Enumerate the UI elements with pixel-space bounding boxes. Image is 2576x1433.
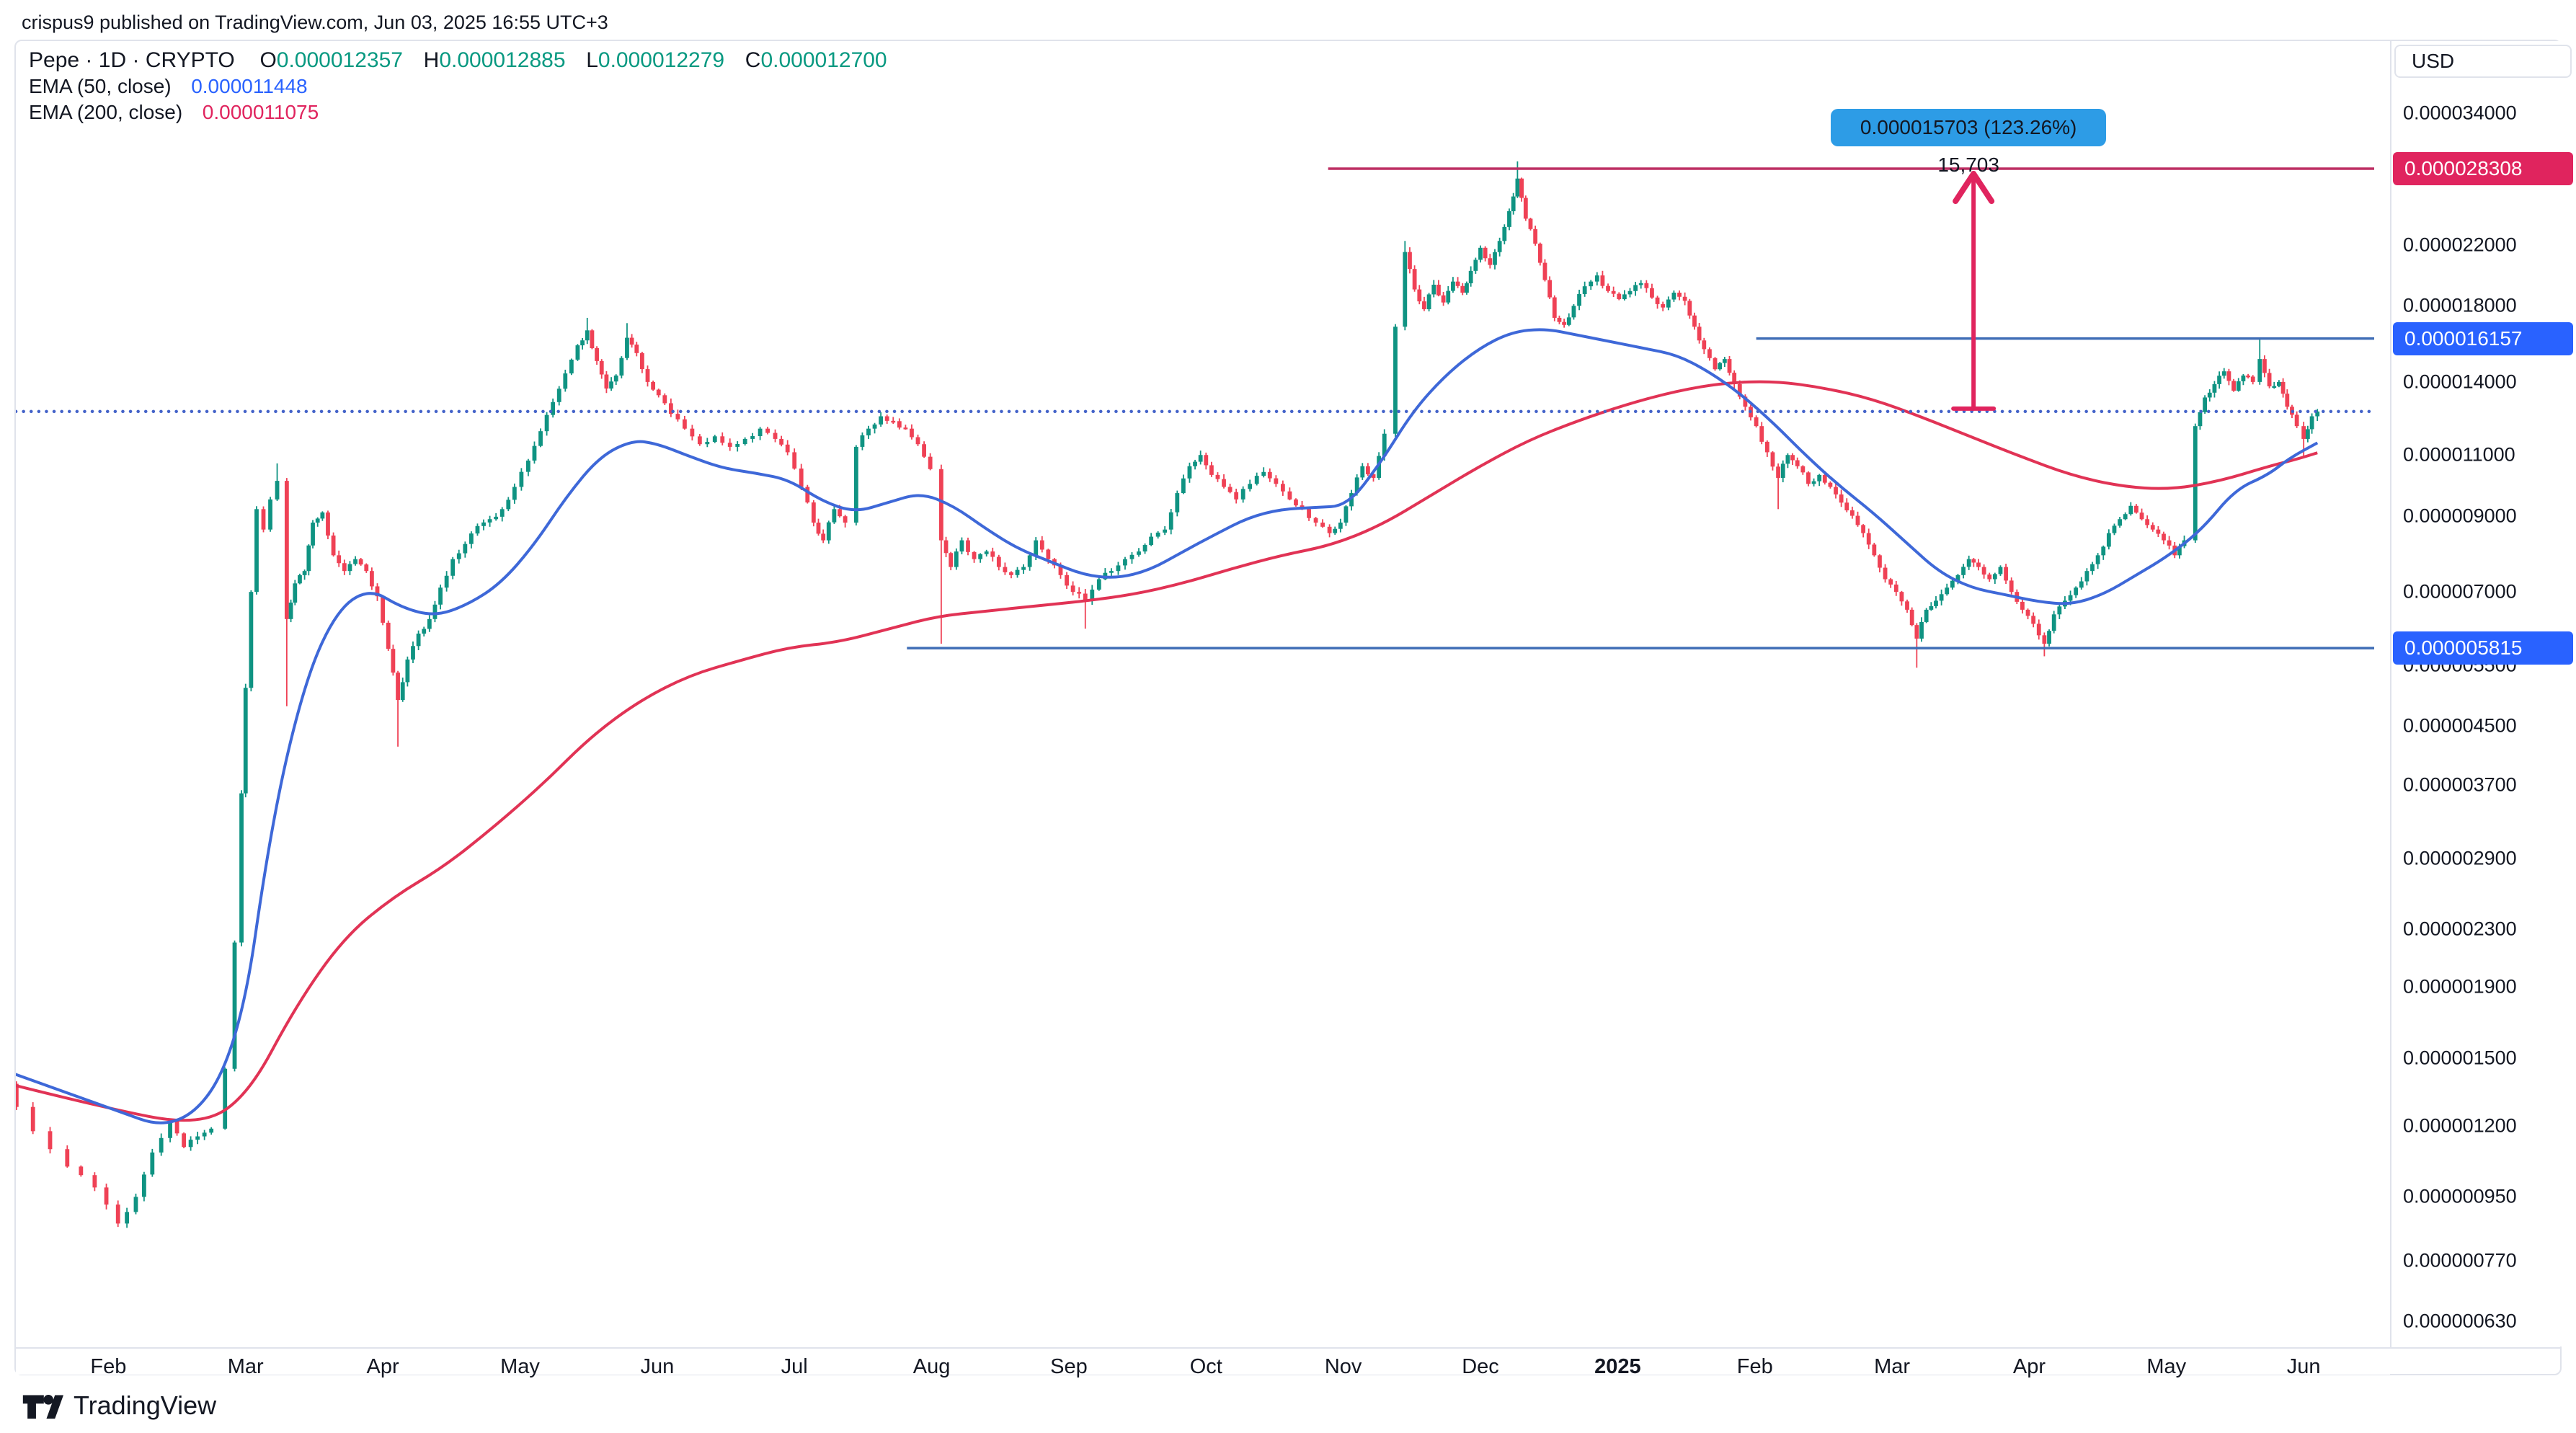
price-tick-label: 0.000002300 (2403, 918, 2517, 940)
price-level-badge[interactable]: 0.000016157 (2393, 321, 2573, 355)
currency-toggle-button[interactable]: USD (2394, 45, 2572, 78)
time-axis[interactable] (16, 1349, 2390, 1375)
ohlc-high-value: 0.000012885 (439, 48, 566, 72)
price-tick-label: 0.000034000 (2403, 102, 2517, 124)
ema200-label: EMA (200, close) (29, 101, 183, 123)
price-tick-label: 0.000018000 (2403, 294, 2517, 316)
price-level-badge[interactable]: 0.000028308 (2393, 152, 2573, 185)
time-tick-label: May (500, 1355, 540, 1378)
symbol-name: Pepe (29, 48, 80, 72)
time-tick-label: Feb (90, 1355, 127, 1378)
ohlc-open-value: 0.000012357 (276, 48, 403, 72)
ohlc-low-key: L (586, 48, 598, 72)
ema200-line[interactable] (16, 380, 2318, 1122)
chart-legend: Pepe · 1D · CRYPTO O0.000012357 H0.00001… (29, 48, 887, 125)
legend-ema200-row[interactable]: EMA (200, close) 0.000011075 (29, 99, 887, 125)
ema200-value: 0.000011075 (202, 101, 319, 123)
price-tick-label: 0.000022000 (2403, 234, 2517, 256)
symbol-exchange: CRYPTO (145, 48, 235, 72)
ema50-value: 0.000011448 (191, 75, 308, 97)
attribution-text: crispus9 published on TradingView.com, J… (22, 12, 608, 33)
time-tick-label: Apr (2012, 1355, 2046, 1378)
price-tick-label: 0.000002900 (2403, 847, 2517, 869)
time-tick-label: May (2146, 1355, 2187, 1378)
tradingview-logo-icon (22, 1395, 63, 1419)
price-axis[interactable] (2391, 41, 2576, 1347)
time-tick-label: Jun (640, 1355, 675, 1378)
time-tick-label: Sep (1050, 1355, 1088, 1378)
time-tick-label: Feb (1736, 1355, 1773, 1378)
time-tick-label: Jun (2286, 1355, 2321, 1378)
price-tick-label: 0.000011000 (2403, 443, 2515, 466)
price-tick-label: 0.000009000 (2403, 505, 2517, 527)
ohlc-close-value: 0.000012700 (760, 48, 887, 72)
price-tick-label: 0.000004500 (2403, 714, 2517, 737)
measure-tool-label[interactable]: 0.000015703 (123.26%) 15,703 (1831, 109, 2107, 176)
symbol-timeframe: 1D (98, 48, 127, 72)
price-tick-label: 0.000000630 (2403, 1310, 2517, 1332)
tradingview-footer[interactable]: TradingView (22, 1385, 216, 1426)
measure-arrow[interactable] (1951, 171, 1997, 411)
legend-ema50-row[interactable]: EMA (50, close) 0.000011448 (29, 74, 887, 99)
time-tick-label: 2025 (1594, 1355, 1641, 1378)
price-tick-label: 0.000001900 (2403, 975, 2517, 998)
time-tick-label: Apr (366, 1355, 399, 1378)
time-tick-label: Oct (1189, 1355, 1222, 1378)
ohlc-close-key: C (745, 48, 761, 72)
time-axis-separator (16, 1347, 2560, 1349)
price-tick-label: 0.000007000 (2403, 580, 2517, 603)
time-tick-label: Mar (227, 1355, 264, 1378)
ohlc-low-value: 0.000012279 (598, 48, 725, 72)
chart-plot-area[interactable] (16, 41, 2374, 1347)
price-axis-separator (2390, 41, 2391, 1347)
price-tick-label: 0.000001200 (2403, 1114, 2517, 1137)
ema50-label: EMA (50, close) (29, 75, 172, 97)
chart-widget-card (14, 40, 2562, 1375)
tradingview-wordmark: TradingView (74, 1390, 217, 1420)
ohlc-open-key: O (259, 48, 277, 72)
time-tick-label: Mar (1874, 1355, 1911, 1378)
price-tick-label: 0.000014000 (2403, 371, 2517, 393)
time-tick-label: Nov (1324, 1355, 1362, 1378)
price-tick-label: 0.000000950 (2403, 1185, 2517, 1207)
price-tick-label: 0.000003700 (2403, 773, 2517, 796)
ohlc-high-key: H (423, 48, 440, 72)
time-tick-label: Jul (781, 1355, 808, 1378)
price-level-badge[interactable]: 0.000005815 (2393, 631, 2573, 665)
time-tick-label: Dec (1462, 1355, 1499, 1378)
time-tick-label: Aug (912, 1355, 951, 1378)
legend-symbol-row[interactable]: Pepe · 1D · CRYPTO O0.000012357 H0.00001… (29, 48, 887, 72)
ema50-line[interactable] (16, 328, 2319, 1124)
price-tick-label: 0.000000770 (2403, 1249, 2517, 1272)
price-tick-label: 0.000001500 (2403, 1047, 2517, 1069)
